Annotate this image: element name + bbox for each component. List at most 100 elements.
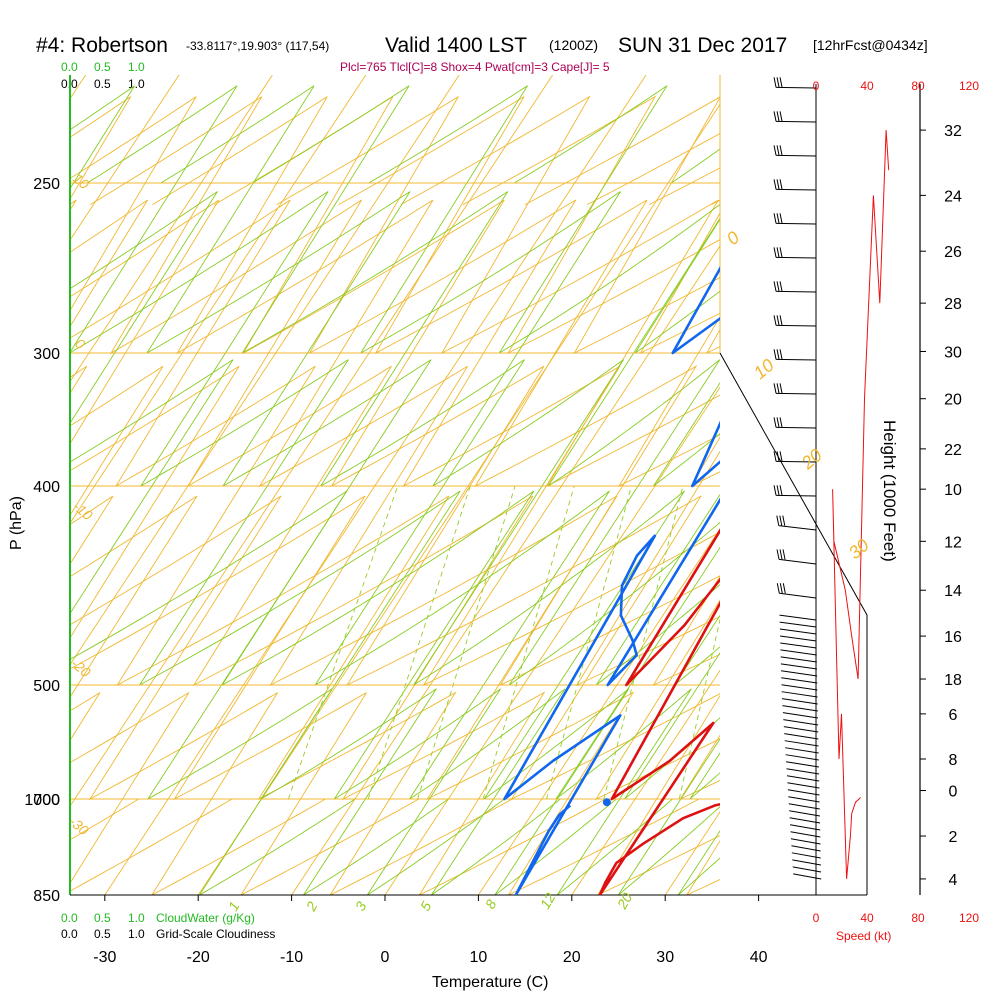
dry-adiabat	[836, 97, 1000, 895]
height-tick-label: 22	[944, 442, 962, 459]
wind-barb-flag	[773, 145, 777, 156]
moist-adiabat	[360, 85, 685, 895]
wind-barb-flag	[776, 349, 780, 360]
wind-barb-flag	[779, 515, 783, 526]
stability-indices: Plcl=765 Tlcl[C]=8 Shox=4 Pwat[cm]=3 Cap…	[340, 60, 610, 74]
wind-barb-flag	[773, 111, 777, 122]
mixing-ratio-label: 5	[417, 899, 435, 914]
cloud-scale-bottom-1: 0.5	[94, 911, 111, 925]
height-tick-label: 32	[944, 123, 962, 140]
height-tick-label: 14	[944, 583, 962, 600]
wind-barb	[776, 358, 817, 361]
dry-adiabat-label: -20	[68, 655, 94, 680]
height-tick-label: 26	[944, 244, 962, 261]
height-tick-label: 0	[949, 784, 958, 801]
pressure-tick-label: 1000	[24, 792, 60, 809]
speed-tick-label-top: 120	[959, 79, 979, 93]
cloudiness-scale-bottom-2: 1.0	[128, 927, 145, 941]
height-tick-label: 20	[944, 392, 962, 409]
wind-barb	[779, 592, 817, 599]
mixing-ratio-line	[287, 485, 399, 800]
wind-barb	[784, 740, 819, 747]
temperature-tick-label: 40	[750, 949, 768, 966]
moist-adiabat	[498, 85, 720, 895]
wind-barb	[776, 120, 817, 123]
surface-dewpoint-dot	[602, 798, 611, 807]
temperature-tick-label: 20	[563, 949, 581, 966]
temperature-tick-label: -10	[280, 949, 303, 966]
wind-barb	[790, 838, 821, 845]
speed-tick-label-bottom: 120	[959, 911, 979, 925]
wind-barb	[776, 188, 817, 191]
wind-barb-flag	[779, 485, 783, 496]
wind-barb-flag	[776, 451, 780, 462]
pressure-tick-label: 700	[33, 792, 60, 809]
wind-barb-flag	[782, 549, 786, 560]
pressure-tick-label: 500	[33, 678, 60, 695]
wind-speed-profile	[832, 130, 890, 879]
height-tick-label: 24	[944, 188, 962, 205]
isotherm-line	[291, 245, 720, 895]
wind-barb	[776, 392, 817, 395]
wind-barb-flag	[779, 383, 783, 394]
wind-barb-flag	[776, 315, 780, 326]
cloudiness-scale-bottom-1: 0.5	[94, 927, 111, 941]
moist-adiabat	[146, 85, 535, 895]
wind-barb-flag	[776, 111, 780, 122]
cloudwater-label: CloudWater (g/Kg)	[156, 911, 255, 925]
wind-barb	[792, 859, 821, 866]
temperature-tick-label: -20	[187, 949, 210, 966]
moist-adiabat	[595, 148, 720, 895]
wind-barb	[776, 460, 817, 463]
wind-barb	[784, 733, 819, 740]
surface-temperature-dot	[739, 798, 747, 806]
pressure-tick-label: 850	[33, 888, 60, 905]
height-axis-title: Height (1000 Feet)	[880, 420, 899, 562]
wind-barb	[785, 747, 819, 754]
wind-barb	[783, 719, 819, 726]
height-tick-label: 8	[949, 752, 958, 769]
speed-tick-label-bottom: 80	[911, 911, 925, 925]
dry-adiabat-label: -10	[70, 498, 96, 523]
wind-barb	[792, 866, 822, 873]
height-tick-label: 2	[949, 829, 958, 846]
wind-barb	[782, 712, 819, 719]
wind-barb-flag	[776, 485, 780, 496]
wind-barb-flag	[776, 515, 780, 526]
wind-barb-flag	[773, 213, 777, 224]
isotherm-line	[70, 75, 273, 383]
wind-barb	[780, 656, 817, 663]
height-tick-label: 30	[944, 344, 962, 361]
wind-barb	[779, 614, 817, 621]
speed-tick-label-bottom: 40	[860, 911, 874, 925]
mixing-ratio-line	[367, 485, 471, 800]
wind-barb	[787, 782, 820, 789]
isotherm-label: 30	[845, 535, 873, 563]
pressure-tick-label: 300	[33, 346, 60, 363]
wind-barb-flag	[776, 145, 780, 156]
wind-barb	[787, 789, 820, 796]
dewpoint-profile	[503, 265, 720, 895]
wind-barb-flag	[776, 213, 780, 224]
dry-adiabat	[70, 96, 420, 895]
wind-barb	[793, 873, 822, 880]
dry-adiabat	[90, 96, 606, 895]
height-tick-label: 10	[944, 482, 962, 499]
mixing-ratio-line	[482, 485, 575, 800]
wind-barb-flag	[773, 281, 777, 292]
pressure-tick-label: 400	[33, 479, 60, 496]
wind-barb	[776, 256, 817, 259]
dry-adiabat	[70, 199, 233, 892]
wind-barb-flag	[776, 247, 780, 258]
dry-adiabat	[214, 96, 720, 895]
wind-barb-flag	[779, 451, 783, 462]
dry-adiabat-label: 10	[70, 170, 92, 192]
temperature-tick-label: -30	[93, 949, 116, 966]
temperature-tick-label: 0	[381, 949, 390, 966]
cloud-scale-top-2: 1.0	[128, 60, 145, 74]
wind-barb	[788, 796, 820, 803]
wind-barb-flag	[779, 281, 783, 292]
temperature-tick-label: 10	[470, 949, 488, 966]
wind-barb	[780, 663, 818, 670]
